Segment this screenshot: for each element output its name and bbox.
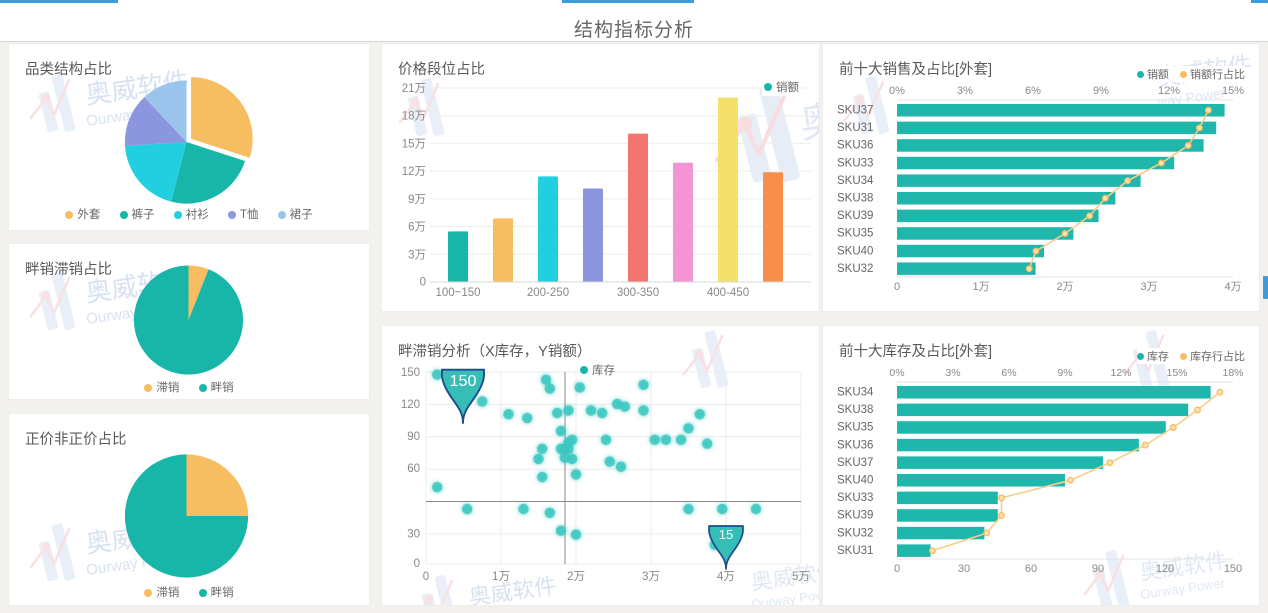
svg-text:9万: 9万 <box>408 194 426 206</box>
svg-text:0: 0 <box>894 281 900 293</box>
svg-text:2万: 2万 <box>1056 281 1073 293</box>
svg-text:100~150: 100~150 <box>435 287 480 298</box>
svg-text:5万: 5万 <box>792 571 810 583</box>
svg-text:SKU31: SKU31 <box>837 545 873 557</box>
svg-text:0%: 0% <box>889 86 905 97</box>
svg-text:0%: 0% <box>889 368 904 379</box>
svg-text:4万: 4万 <box>717 571 735 583</box>
svg-text:SKU34: SKU34 <box>837 387 874 399</box>
svg-text:3%: 3% <box>957 86 973 97</box>
svg-text:3万: 3万 <box>1140 281 1157 293</box>
svg-text:6万: 6万 <box>408 222 426 234</box>
svg-text:1万: 1万 <box>492 571 510 583</box>
svg-text:15%: 15% <box>1166 368 1187 379</box>
svg-text:4万: 4万 <box>1224 281 1241 293</box>
svg-text:90: 90 <box>407 431 420 443</box>
svg-text:SKU35: SKU35 <box>837 228 873 240</box>
svg-text:150: 150 <box>1224 563 1242 575</box>
svg-text:30: 30 <box>958 563 970 575</box>
svg-text:3%: 3% <box>945 368 960 379</box>
svg-text:12%: 12% <box>1110 368 1131 379</box>
svg-text:6%: 6% <box>1025 86 1041 97</box>
svg-text:SKU37: SKU37 <box>837 105 873 117</box>
svg-text:SKU33: SKU33 <box>837 492 873 504</box>
svg-text:SKU40: SKU40 <box>837 475 873 487</box>
svg-text:12万: 12万 <box>402 166 426 178</box>
svg-text:18万: 18万 <box>402 111 426 123</box>
svg-text:150: 150 <box>401 367 420 379</box>
svg-text:400-450: 400-450 <box>707 287 749 298</box>
svg-text:SKU34: SKU34 <box>837 175 874 187</box>
svg-text:6%: 6% <box>1001 368 1016 379</box>
svg-text:0: 0 <box>423 571 429 583</box>
svg-text:0: 0 <box>414 558 420 570</box>
svg-text:21万: 21万 <box>402 83 426 95</box>
svg-text:15: 15 <box>719 527 733 542</box>
svg-text:150: 150 <box>450 372 477 390</box>
svg-text:9%: 9% <box>1057 368 1072 379</box>
svg-text:2万: 2万 <box>567 571 585 583</box>
svg-text:3万: 3万 <box>642 571 660 583</box>
svg-text:1万: 1万 <box>972 281 989 293</box>
svg-text:0: 0 <box>420 277 426 289</box>
svg-text:9%: 9% <box>1093 86 1109 97</box>
svg-text:0: 0 <box>894 563 900 575</box>
svg-text:SKU35: SKU35 <box>837 422 873 434</box>
svg-text:15%: 15% <box>1222 86 1244 97</box>
svg-text:SKU39: SKU39 <box>837 210 873 222</box>
svg-text:60: 60 <box>1025 563 1037 575</box>
svg-text:120: 120 <box>401 399 420 411</box>
svg-text:SKU37: SKU37 <box>837 457 873 469</box>
svg-text:SKU36: SKU36 <box>837 140 873 152</box>
svg-text:SKU32: SKU32 <box>837 527 873 539</box>
svg-text:SKU33: SKU33 <box>837 157 873 169</box>
svg-text:300-350: 300-350 <box>617 287 659 298</box>
svg-text:18%: 18% <box>1222 368 1243 379</box>
svg-text:SKU36: SKU36 <box>837 439 873 451</box>
svg-text:SKU40: SKU40 <box>837 245 873 257</box>
svg-text:SKU38: SKU38 <box>837 193 873 205</box>
svg-text:3万: 3万 <box>408 249 426 261</box>
svg-text:SKU38: SKU38 <box>837 404 873 416</box>
svg-text:30: 30 <box>407 529 420 541</box>
svg-text:120: 120 <box>1156 563 1174 575</box>
svg-text:SKU39: SKU39 <box>837 510 873 522</box>
svg-text:SKU32: SKU32 <box>837 263 873 275</box>
svg-text:SKU31: SKU31 <box>837 122 873 134</box>
svg-text:90: 90 <box>1092 563 1104 575</box>
svg-text:15万: 15万 <box>402 138 426 150</box>
svg-text:60: 60 <box>407 463 420 475</box>
svg-text:200-250: 200-250 <box>527 287 569 298</box>
svg-text:12%: 12% <box>1158 86 1180 97</box>
